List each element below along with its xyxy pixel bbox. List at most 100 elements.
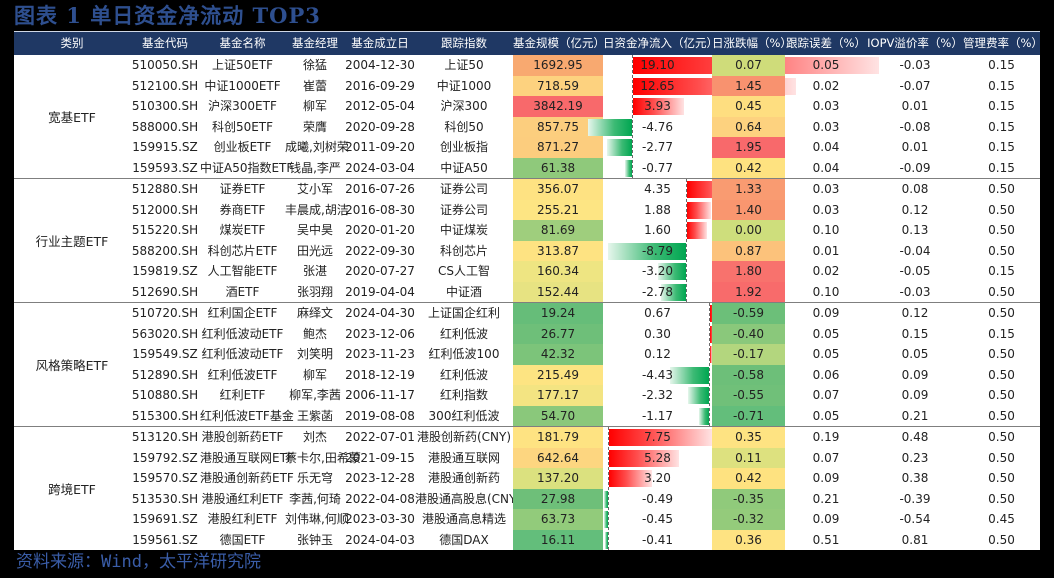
cell-fee: 0.50 <box>988 367 1015 382</box>
inflow-bar <box>609 470 652 487</box>
cell-code: 563020.SH <box>131 326 199 341</box>
cell-code: 512100.SH <box>131 78 199 93</box>
table-row: 159792.SZ 港股通互联网ETF 蔡卡尔,田希蒙 2021-09-15 港股通互联… <box>14 447 1040 468</box>
cell-te: 0.04 <box>812 140 840 154</box>
cell-fee: 0.15 <box>988 326 1015 341</box>
cell-date: 2020-09-28 <box>345 119 415 134</box>
cell-te: 0.05 <box>812 408 840 423</box>
table-row: 159549.SZ 红利低波动ETF 刘笑明 2023-11-23 红利低波100 42.… <box>14 344 1040 365</box>
cell-fee: 0.15 <box>988 140 1015 154</box>
table-row: 512880.SH 证券ETF 艾小军 2016-07-26 证券公司 356.07 4.3… <box>14 179 1040 200</box>
cell-manager: 柳军 <box>302 367 327 382</box>
table-row: 159915.SZ 创业板ETF 成曦,刘树荣 2011-09-20 创业板指 871.2… <box>14 137 1040 158</box>
header-inception: 基金成立日 <box>351 36 409 50</box>
cell-flow: -0.45 <box>641 512 674 526</box>
size-heat-bg <box>513 405 603 426</box>
cell-iopv: -0.39 <box>899 491 931 506</box>
cell-flow: -4.43 <box>641 367 674 382</box>
cell-fee: 0.50 <box>988 430 1015 444</box>
cell-code: 159915.SZ <box>132 140 198 154</box>
cell-size: 857.75 <box>537 119 579 134</box>
cell-manager: 艾小军 <box>296 182 333 196</box>
cell-date: 2016-08-30 <box>345 202 415 217</box>
cell-code: 515220.SH <box>131 223 199 237</box>
cell-flow: 1.60 <box>644 223 671 237</box>
outflow-bar <box>604 511 608 528</box>
cell-date: 2018-12-19 <box>345 367 415 382</box>
cell-change: 0.45 <box>735 99 762 113</box>
cell-date: 2016-07-26 <box>345 182 415 196</box>
cell-index: 中证1000 <box>436 78 492 93</box>
cell-flow: -2.78 <box>641 284 674 299</box>
change-heat-bg <box>712 323 785 344</box>
table-row: 512690.SH 酒ETF 张羽翔 2019-04-04 中证酒 152.44 -2.78… <box>14 281 1040 302</box>
cell-fee: 0.50 <box>988 284 1015 299</box>
cell-date: 2024-04-03 <box>345 532 415 547</box>
cell-manager: 张羽翔 <box>296 284 333 299</box>
cell-code: 513530.SH <box>131 491 199 506</box>
inflow-bar <box>609 429 713 446</box>
cell-te: 0.01 <box>812 243 840 258</box>
cell-flow: -0.41 <box>641 532 674 547</box>
cell-fee: 0.50 <box>988 306 1015 320</box>
cell-index: 上证国企红利 <box>427 306 500 320</box>
cell-date: 2023-11-23 <box>345 347 415 361</box>
change-heat-bg <box>712 385 785 406</box>
cell-iopv: 0.12 <box>901 202 929 217</box>
cell-size: 356.07 <box>537 182 579 196</box>
outflow-bar <box>688 387 709 404</box>
cell-te: 0.04 <box>812 160 840 175</box>
cell-change: 0.42 <box>735 471 762 485</box>
cell-te: 0.03 <box>812 119 840 134</box>
cell-name: 沪深300ETF <box>208 99 277 113</box>
cell-index: 创业板指 <box>439 140 488 154</box>
cell-manager: 田光远 <box>296 243 333 258</box>
cell-size: 718.59 <box>537 78 579 93</box>
cell-manager: 麻绎文 <box>296 306 333 320</box>
change-heat-bg <box>712 488 785 509</box>
cell-code: 510300.SH <box>131 99 199 113</box>
cell-name: 红利低波ETF基金 <box>200 408 294 423</box>
table-row: 510050.SH 上证50ETF 徐猛 2004-12-30 上证50 1692.95 1… <box>14 55 1040 76</box>
cell-name: 德国ETF <box>219 532 266 547</box>
cell-fee: 0.15 <box>988 99 1015 113</box>
cell-size: 871.27 <box>537 140 579 154</box>
cell-code: 159792.SZ <box>132 450 198 465</box>
cell-flow: -4.76 <box>641 119 674 134</box>
cell-code: 588200.SH <box>131 243 199 258</box>
cell-te: 0.10 <box>812 223 840 237</box>
size-heat-bg <box>513 529 603 550</box>
outflow-bar <box>607 242 686 260</box>
cell-change: -0.40 <box>732 326 765 341</box>
cell-manager: 李茜,何琦 <box>289 491 341 506</box>
cell-iopv: 0.01 <box>901 99 929 113</box>
header-index: 跟踪指数 <box>441 36 487 50</box>
cell-iopv: -0.54 <box>899 512 931 526</box>
cell-code: 588000.SH <box>131 119 199 134</box>
cell-te: 0.10 <box>812 284 840 299</box>
table-row: 588200.SH 科创芯片ETF 田光远 2022-09-30 科创芯片 313.87 -… <box>14 240 1040 261</box>
size-heat-bg <box>513 199 603 220</box>
table-row: 510300.SH 沪深300ETF 柳军 2012-05-04 沪深300 3842.1… <box>14 96 1040 117</box>
cell-date: 2019-08-08 <box>345 408 415 423</box>
size-heat-bg <box>513 96 603 117</box>
table-row: 513120.SH 港股创新药ETF 刘杰 2022-07-01 港股创新药(CNY) 1… <box>14 427 1040 448</box>
change-heat-bg <box>712 75 785 96</box>
cell-iopv: -0.04 <box>899 243 931 258</box>
outflow-bar <box>588 118 632 136</box>
group-label: 跨境ETF <box>48 482 96 497</box>
table-row: 512100.SH 中证1000ETF 崔蕾 2016-09-29 中证1000 718.… <box>14 75 1040 96</box>
cell-name: 红利国企ETF <box>207 306 278 320</box>
table-header: 类别 基金代码 基金名称 基金经理 基金成立日 跟踪指数 基金规模（亿元） 日资… <box>14 31 1043 55</box>
cell-name: 上证50ETF <box>211 58 274 72</box>
cell-code: 512690.SH <box>131 284 199 299</box>
cell-size: 81.69 <box>540 223 576 237</box>
table-row: 159819.SZ 人工智能ETF 张湛 2020-07-27 CS人工智 160.34 -… <box>14 261 1040 282</box>
cell-change: 0.00 <box>735 223 762 237</box>
header-code: 基金代码 <box>142 36 188 50</box>
cell-te: 0.19 <box>812 430 840 444</box>
table-row: 513530.SH 港股通红利ETF 李茜,何琦 2022-04-08 港股通高股息(C… <box>14 488 1040 509</box>
cell-size: 19.24 <box>540 306 576 320</box>
cell-iopv: 0.81 <box>901 532 929 547</box>
cell-index: 港股通高股息(CNY) <box>415 491 522 506</box>
